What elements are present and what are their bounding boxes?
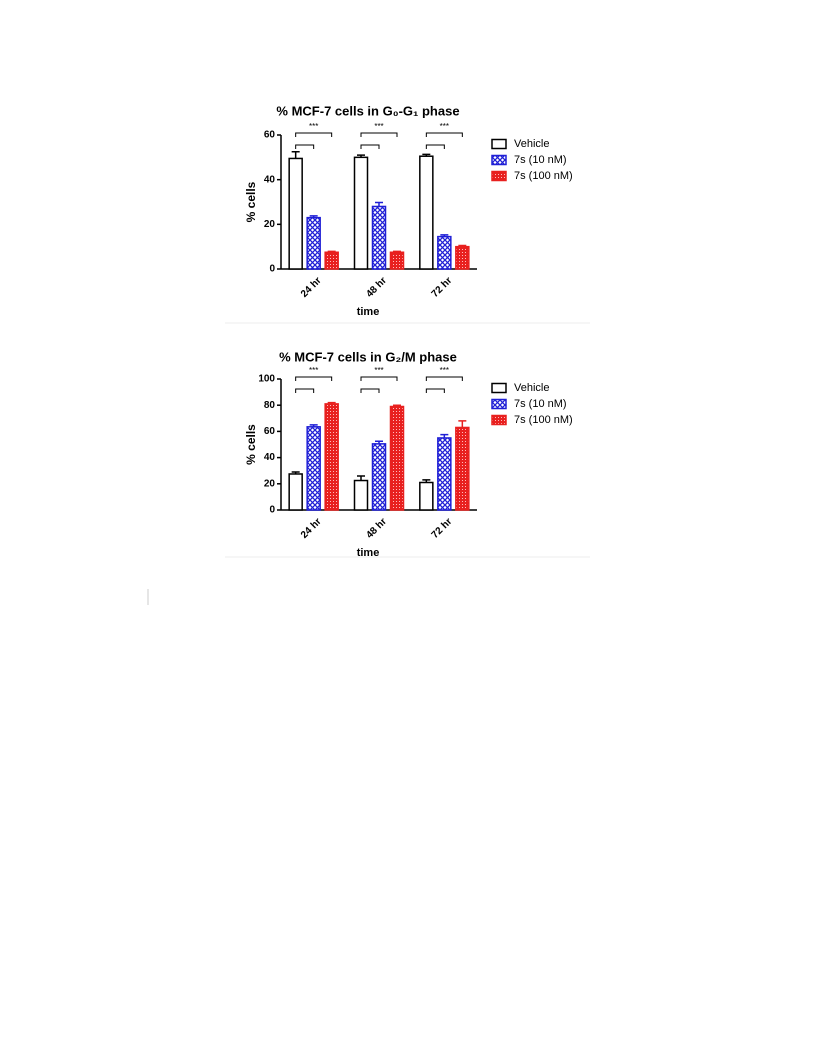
y-tick-label: 40 bbox=[264, 174, 276, 185]
y-tick-label: 60 bbox=[264, 426, 276, 437]
bar bbox=[306, 216, 321, 270]
legend-swatch bbox=[491, 138, 507, 150]
error-bar bbox=[309, 424, 318, 427]
error-bar bbox=[327, 250, 336, 253]
y-tick-label: 40 bbox=[264, 452, 276, 463]
x-tick-label: 48 hr bbox=[364, 275, 389, 300]
legend-label: 7s (100 nM) bbox=[514, 170, 573, 182]
error-bar bbox=[393, 250, 401, 253]
bar bbox=[371, 443, 387, 511]
bar bbox=[389, 251, 405, 270]
y-tick-label: 20 bbox=[264, 478, 276, 489]
significance-bracket bbox=[295, 144, 315, 149]
bar bbox=[324, 251, 339, 270]
bar bbox=[419, 481, 434, 511]
significance-bracket bbox=[425, 132, 463, 137]
legend-label: Vehicle bbox=[514, 382, 549, 394]
bar bbox=[455, 245, 470, 270]
chart-title: % MCF-7 cells in G₂/M phase bbox=[279, 349, 457, 364]
legend-label: 7s (100 nM) bbox=[514, 414, 573, 426]
significance-bracket bbox=[425, 376, 463, 381]
x-tick-label: 72 hr bbox=[430, 275, 455, 300]
legend-swatch bbox=[491, 398, 507, 410]
significance-label: *** bbox=[440, 122, 449, 131]
legend-label: Vehicle bbox=[514, 138, 549, 150]
error-bar bbox=[375, 440, 383, 444]
error-bar bbox=[393, 404, 401, 407]
y-tick-label: 0 bbox=[269, 264, 275, 275]
x-axis-label: time bbox=[357, 547, 380, 559]
legend-label: 7s (10 nM) bbox=[514, 398, 567, 410]
legend-swatch bbox=[491, 414, 507, 426]
bar bbox=[353, 156, 369, 270]
y-axis-label: % cells bbox=[244, 424, 258, 465]
significance-label: *** bbox=[309, 122, 318, 131]
bar bbox=[306, 426, 321, 511]
bar bbox=[324, 403, 339, 511]
x-tick-label: 24 hr bbox=[299, 516, 324, 541]
error-bar bbox=[458, 420, 467, 428]
bar bbox=[455, 426, 470, 511]
error-bar bbox=[291, 471, 300, 474]
significance-label: *** bbox=[440, 366, 449, 375]
significance-bracket bbox=[360, 144, 380, 149]
bar bbox=[371, 205, 387, 270]
legend-swatch bbox=[491, 170, 507, 182]
error-bar bbox=[357, 475, 365, 481]
significance-bracket bbox=[425, 388, 445, 393]
significance-bracket bbox=[295, 132, 333, 137]
error-bar bbox=[440, 234, 449, 237]
error-bar bbox=[422, 479, 431, 483]
x-tick-label: 24 hr bbox=[299, 275, 324, 300]
bar bbox=[288, 473, 303, 511]
bar bbox=[437, 235, 452, 270]
legend-swatch bbox=[491, 382, 507, 394]
significance-bracket bbox=[295, 376, 333, 381]
significance-label: *** bbox=[309, 366, 318, 375]
error-bar bbox=[458, 244, 467, 247]
bar bbox=[353, 479, 369, 511]
significance-bracket bbox=[360, 388, 380, 393]
y-tick-label: 20 bbox=[264, 219, 276, 230]
x-tick-label: 48 hr bbox=[364, 516, 389, 541]
error-bar bbox=[291, 151, 300, 159]
bar bbox=[437, 437, 452, 511]
y-tick-label: 100 bbox=[258, 374, 275, 385]
bar bbox=[288, 157, 303, 270]
significance-label: *** bbox=[374, 122, 383, 131]
legend-swatch bbox=[491, 154, 507, 166]
error-bar bbox=[440, 433, 449, 438]
significance-bracket bbox=[360, 132, 398, 137]
significance-bracket bbox=[295, 388, 315, 393]
x-tick-label: 72 hr bbox=[430, 516, 455, 541]
y-tick-label: 60 bbox=[264, 130, 276, 141]
error-bar bbox=[327, 401, 336, 404]
y-axis-label: % cells bbox=[244, 181, 258, 222]
error-bar bbox=[357, 154, 365, 158]
y-tick-label: 80 bbox=[264, 400, 276, 411]
chart-title: % MCF-7 cells in G₀-G₁ phase bbox=[276, 103, 459, 118]
x-axis-label: time bbox=[357, 306, 380, 318]
bar bbox=[389, 405, 405, 511]
error-bar bbox=[422, 153, 431, 157]
significance-bracket bbox=[360, 376, 398, 381]
significance-bracket bbox=[425, 144, 445, 149]
error-bar bbox=[375, 201, 383, 207]
y-tick-label: 0 bbox=[269, 505, 275, 516]
legend-label: 7s (10 nM) bbox=[514, 154, 567, 166]
significance-label: *** bbox=[374, 366, 383, 375]
bar bbox=[419, 155, 434, 270]
error-bar bbox=[309, 215, 318, 218]
